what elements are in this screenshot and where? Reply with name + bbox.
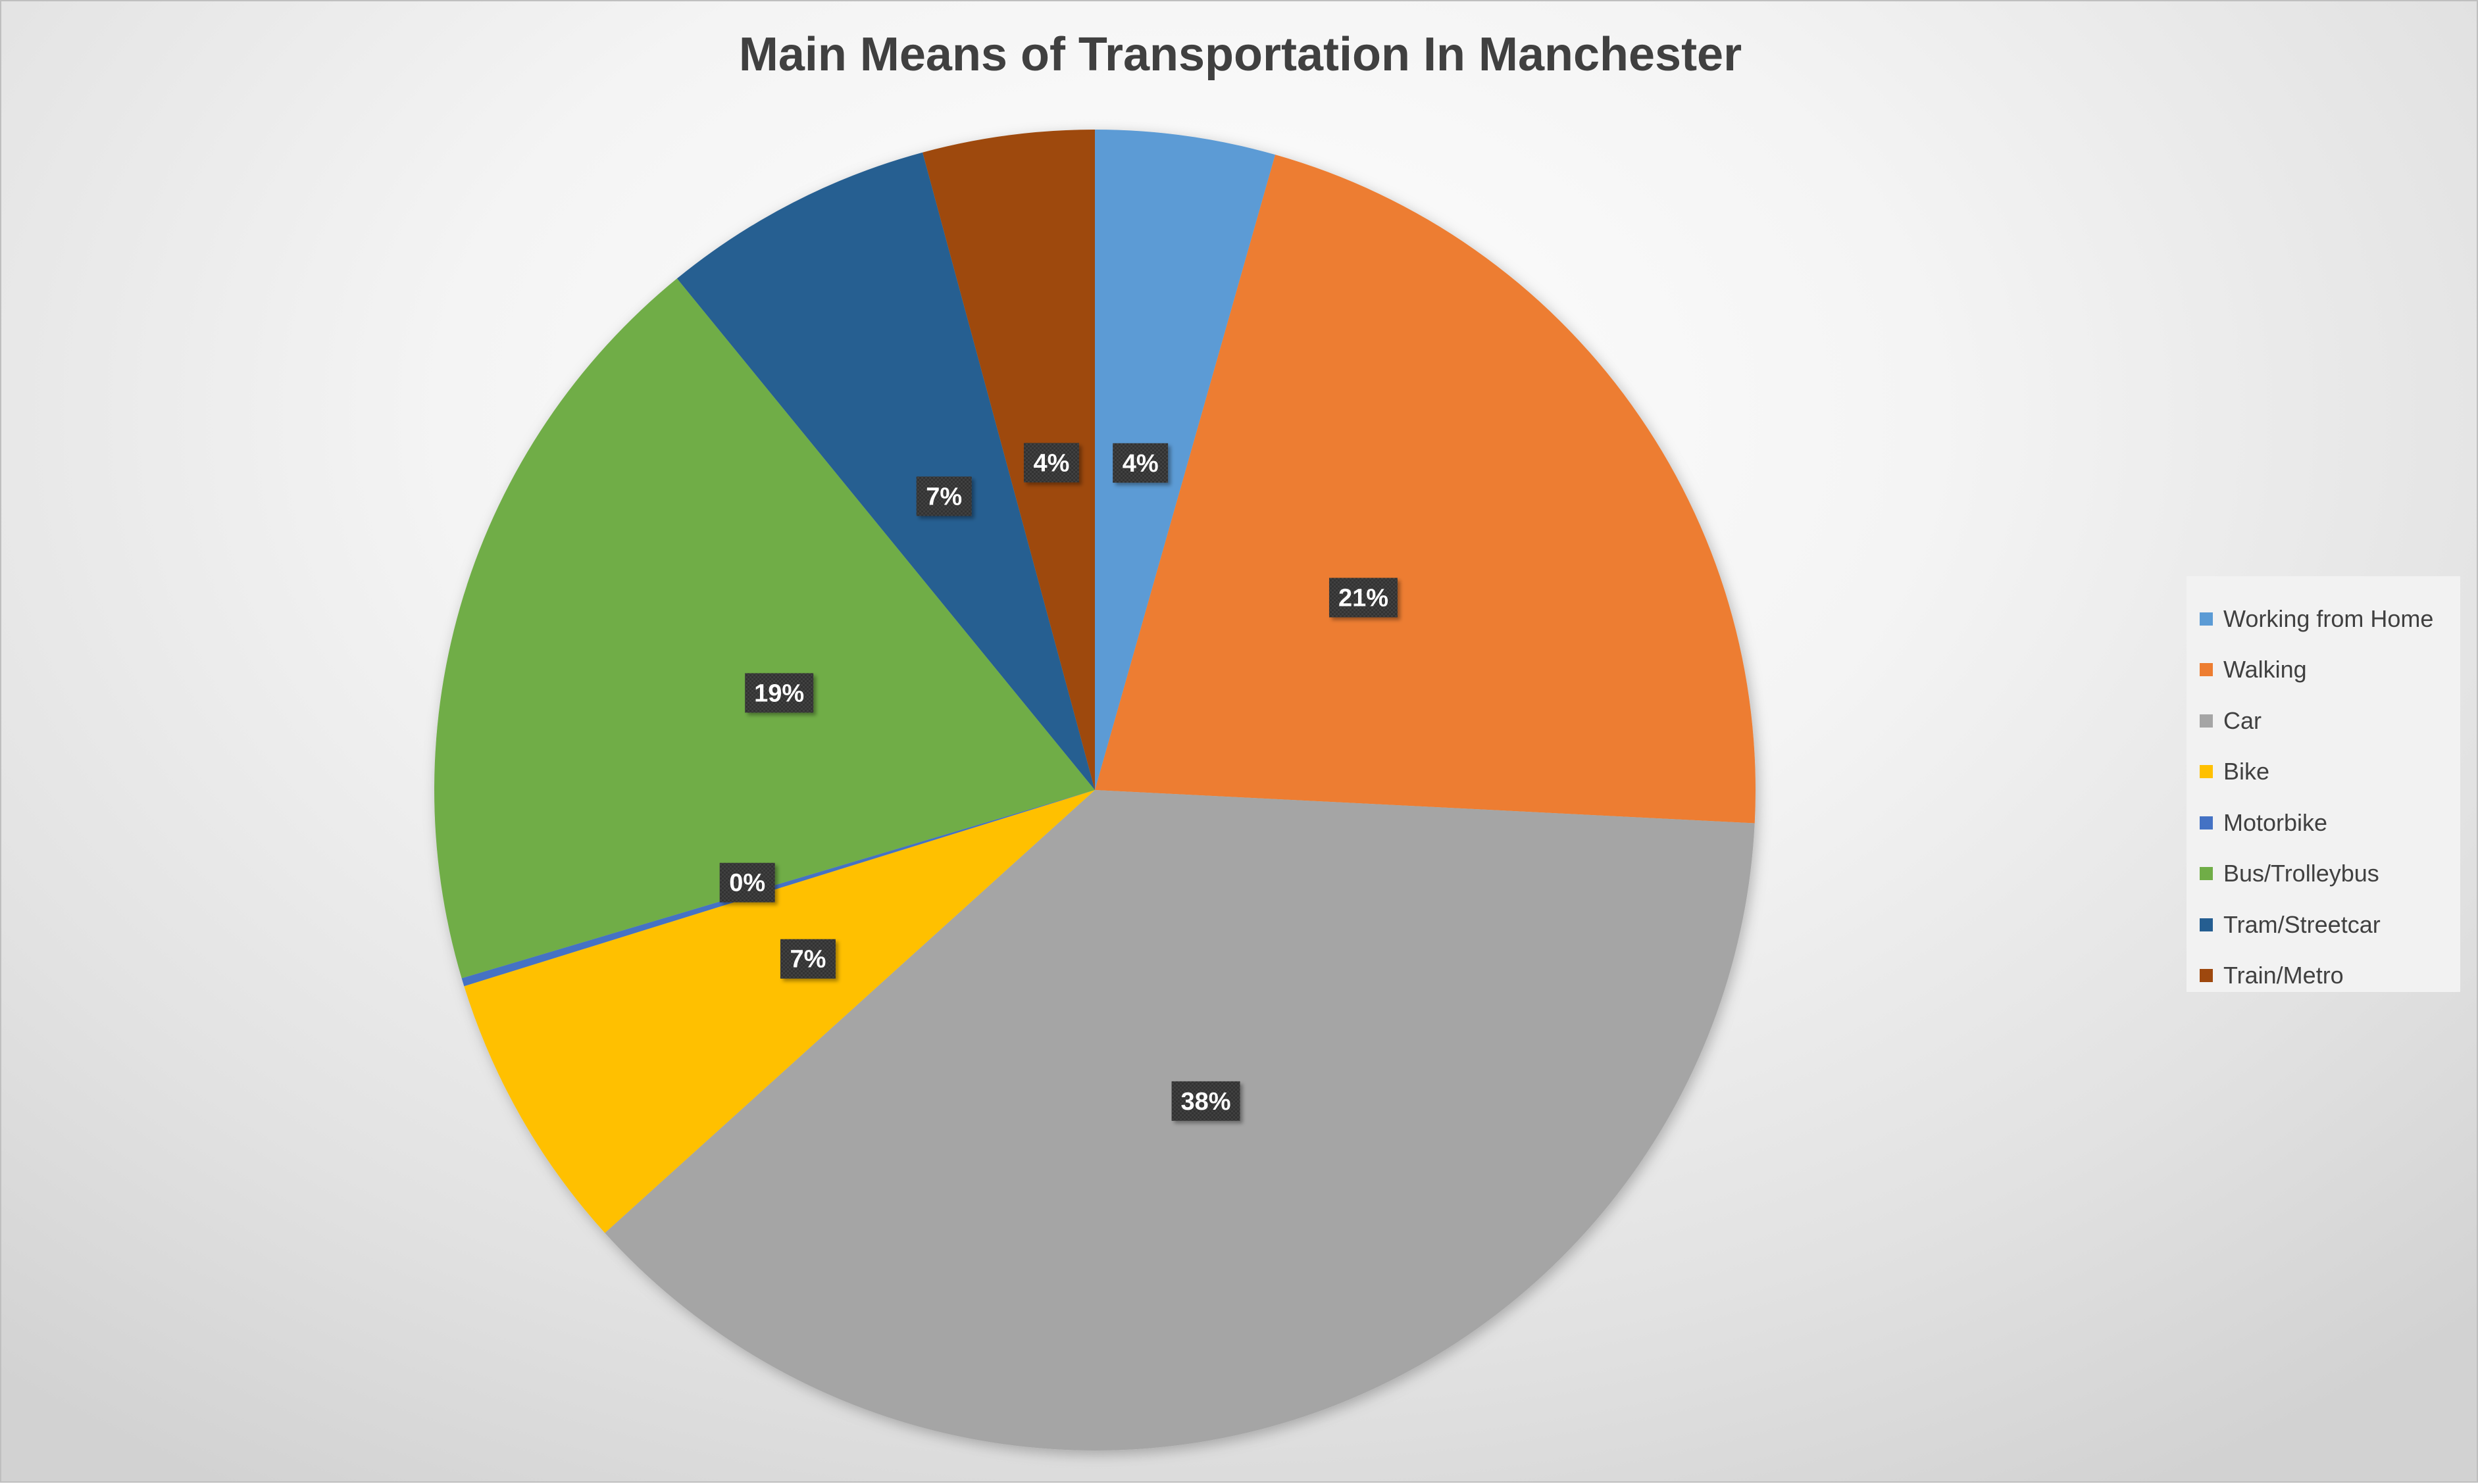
legend-item-working-from-home: Working from Home bbox=[2200, 593, 2460, 645]
pie-slice-bike bbox=[464, 790, 1095, 1233]
legend-item-tram-streetcar: Tram/Streetcar bbox=[2200, 899, 2460, 951]
data-label-box bbox=[719, 862, 775, 903]
data-label-text: 0% bbox=[729, 870, 765, 897]
data-label-box bbox=[1023, 443, 1079, 483]
legend-swatch bbox=[2200, 612, 2213, 626]
data-label-text: 7% bbox=[926, 483, 962, 510]
legend-item-train-metro: Train/Metro bbox=[2200, 951, 2460, 1002]
pie-slice-walking bbox=[1095, 155, 1756, 824]
data-label-text: 4% bbox=[1033, 449, 1069, 477]
legend-item-motorbike: Motorbike bbox=[2200, 797, 2460, 849]
chart-title: Main Means of Transportation In Manchest… bbox=[738, 28, 1742, 81]
legend-swatch bbox=[2200, 867, 2213, 881]
data-label-bus-trolleybus: 19% bbox=[745, 673, 814, 713]
pie-slice-working-from-home bbox=[1095, 130, 1276, 790]
legend-label: Car bbox=[2223, 706, 2262, 734]
data-label-bike: 7% bbox=[780, 939, 836, 979]
data-label-box bbox=[1328, 578, 1398, 618]
data-label-working-from-home: 4% bbox=[1113, 443, 1169, 483]
data-label-text: 4% bbox=[1123, 450, 1159, 478]
legend-label: Tram/Streetcar bbox=[2223, 910, 2381, 938]
legend-label: Bike bbox=[2223, 758, 2270, 785]
legend-label: Train/Metro bbox=[2223, 962, 2344, 989]
legend-swatch bbox=[2200, 714, 2213, 728]
legend-item-walking: Walking bbox=[2200, 645, 2460, 696]
pie-slice-tram-streetcar bbox=[676, 152, 1095, 790]
legend-label: Working from Home bbox=[2223, 605, 2434, 632]
data-label-box bbox=[1171, 1081, 1240, 1121]
data-label-motorbike: 0% bbox=[719, 862, 775, 903]
legend-item-bike: Bike bbox=[2200, 747, 2460, 798]
data-label-box bbox=[745, 673, 814, 713]
legend-swatch bbox=[2200, 663, 2213, 677]
data-label-box bbox=[1113, 443, 1169, 483]
pie-slice-bus-trolleybus bbox=[434, 278, 1095, 979]
data-label-train-metro: 4% bbox=[1023, 443, 1079, 483]
data-label-box bbox=[780, 939, 836, 979]
legend-swatch bbox=[2200, 918, 2213, 931]
legend-swatch bbox=[2200, 969, 2213, 983]
data-label-box bbox=[916, 476, 972, 516]
data-label-tram-streetcar: 7% bbox=[916, 476, 972, 516]
legend-label: Motorbike bbox=[2223, 808, 2328, 836]
legend-label: Walking bbox=[2223, 656, 2307, 683]
pie-slice-motorbike bbox=[461, 790, 1095, 987]
data-label-text: 38% bbox=[1181, 1088, 1231, 1116]
pie-slice-train-metro bbox=[923, 130, 1095, 790]
legend-item-bus-trolleybus: Bus/Trolleybus bbox=[2200, 849, 2460, 900]
legend-label: Bus/Trolleybus bbox=[2223, 860, 2379, 887]
legend-swatch bbox=[2200, 816, 2213, 829]
data-label-walking: 21% bbox=[1328, 578, 1398, 618]
data-label-text: 21% bbox=[1338, 584, 1388, 612]
data-label-text: 7% bbox=[790, 946, 826, 974]
data-label-text: 19% bbox=[754, 680, 804, 707]
legend: Working from Home Walking Car Bike Motorbike… bbox=[2187, 576, 2460, 992]
legend-item-car: Car bbox=[2200, 695, 2460, 747]
legend-swatch bbox=[2200, 765, 2213, 779]
data-label-car: 38% bbox=[1171, 1081, 1240, 1121]
